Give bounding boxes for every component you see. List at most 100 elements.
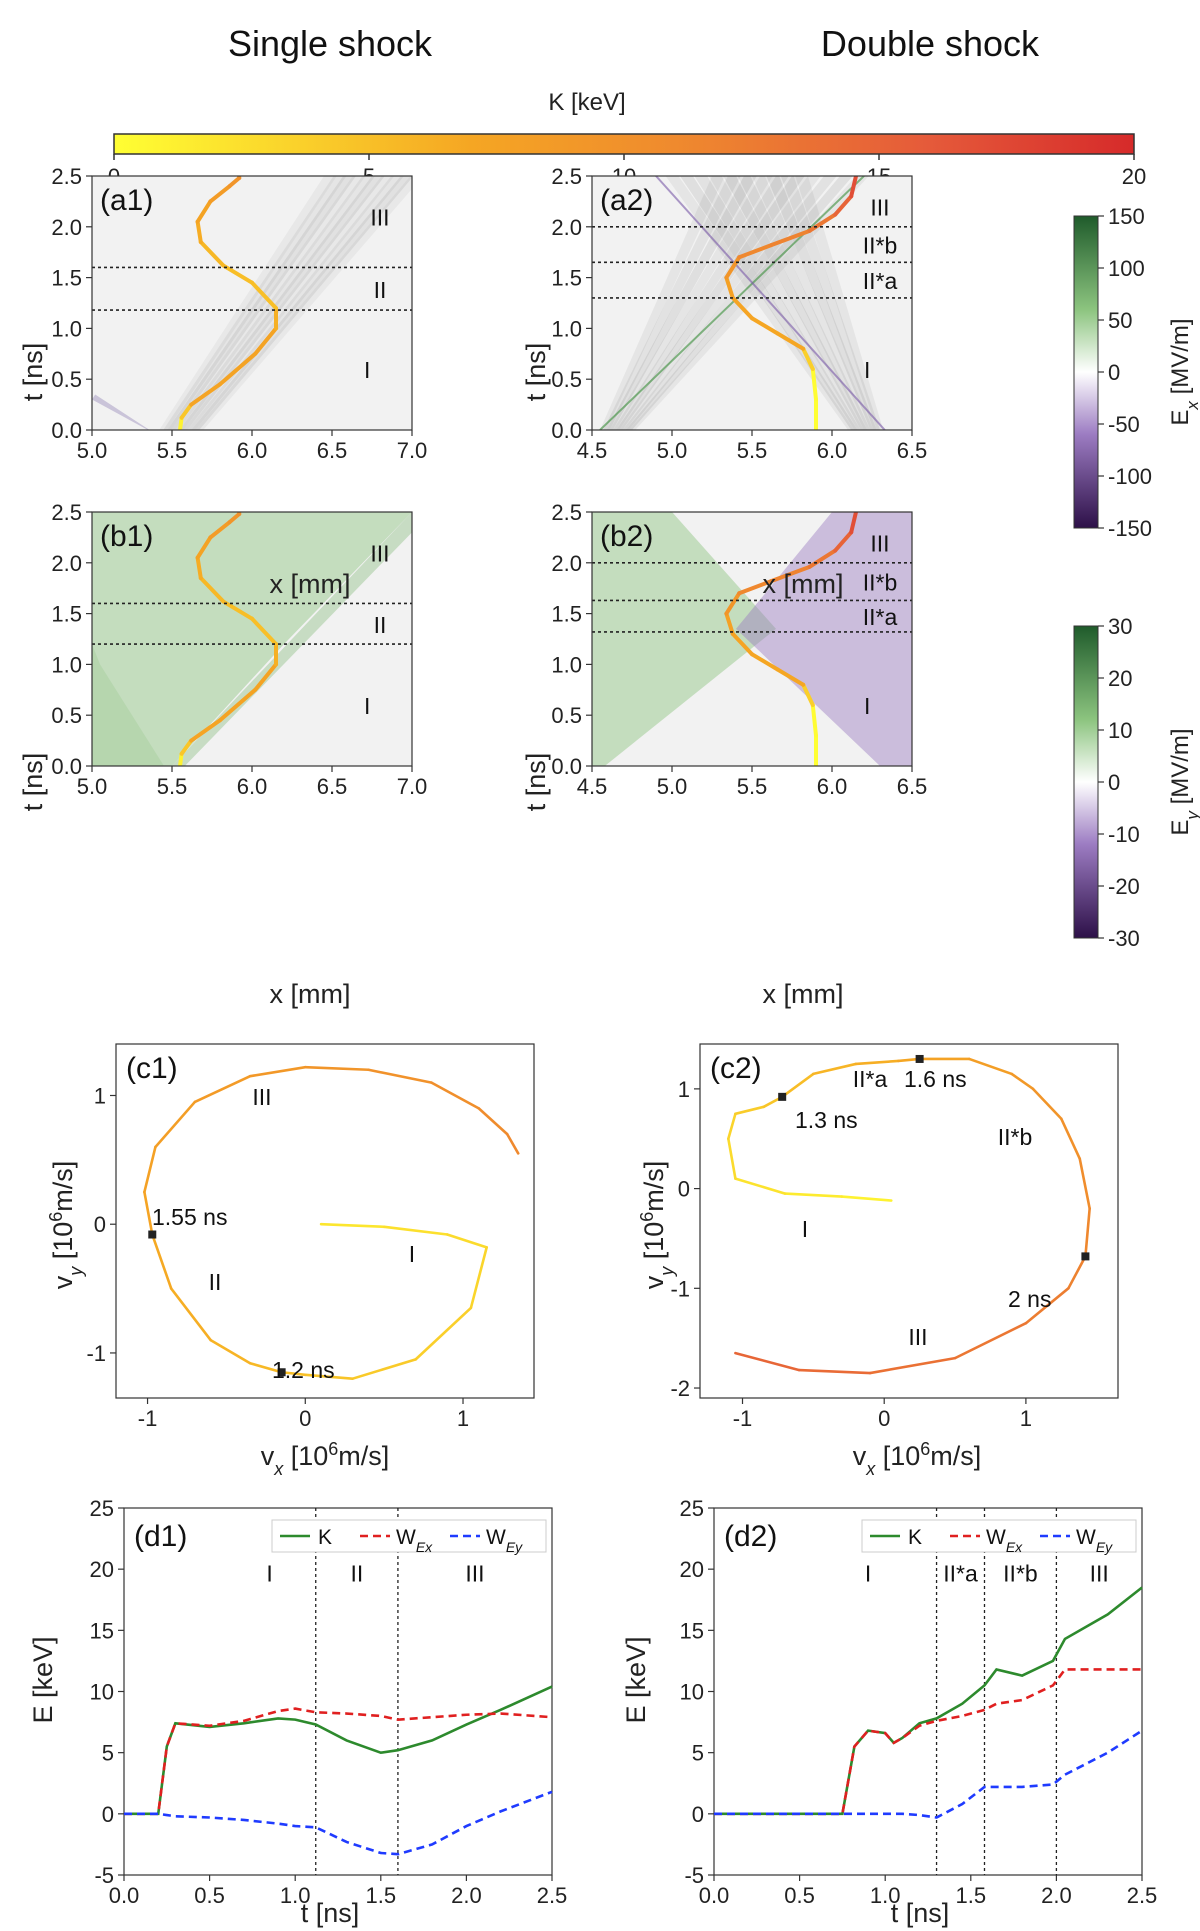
particle-trajectory-segment [221,263,254,285]
b1-xlabel: x [mm] [270,979,351,1009]
c2-ylabel: vy [106m/s] [637,1161,677,1290]
velocity-trajectory-segment [248,1361,283,1374]
b2-xtick-label: 6.0 [817,774,848,799]
particle-trajectory-segment [227,176,242,189]
velocity-trajectory-segment [303,1065,370,1072]
particle-trajectory-segment [775,331,806,351]
b1-field [92,512,412,766]
velocity-trajectory-segment [734,1177,787,1195]
velocity-trajectory-segment [783,1192,843,1198]
panel-b2: 4.5 5.0 5.5 6.0 6.50.00.51.01.52.02.5(b2) III… [551,500,927,799]
c2-time-label: 1.3 ns [795,1107,858,1133]
ey-front [172,512,412,766]
velocity-trajectory-segment [319,1222,386,1229]
b2-region-label: I [864,693,870,719]
particle-trajectory-segment [208,520,232,540]
d2-region-label: III [1090,1560,1109,1586]
d2-region-label: II*b [1003,1560,1038,1586]
d2-ytick-label: 20 [680,1557,704,1582]
velocity-trajectory-segment [248,1065,307,1078]
particle-trajectory-segment [810,703,818,738]
colorbar_ex-tick-label: -150 [1108,516,1152,541]
d1-ylabel: E [keV] [28,1636,58,1723]
particle-trajectory-segment [810,367,818,402]
d1-xtick-label: 1.5 [366,1883,397,1908]
weak-wave [92,394,150,430]
particle-trajectory-segment [208,184,232,204]
c2-time-label: 2 ns [1008,1286,1051,1312]
legend-ex-sub: Ex [1006,1539,1023,1555]
particle-trajectory-segment [801,682,815,708]
d1-xtick-label: 2.0 [451,1883,482,1908]
c1-region-label: I [409,1241,415,1267]
colorbar_ey-tick-label: -20 [1108,874,1140,899]
c1-region-label: II [209,1269,222,1295]
colorbar-ey-label: Ey [MV/m] [1167,728,1200,835]
shock-front-green [599,176,865,430]
particle-trajectory-segment [189,718,222,743]
b2-ytick-label: 1.0 [551,652,582,677]
c1-xtick-label: 0 [299,1406,311,1431]
d1-series-w-ey [124,1790,553,1856]
d2-tag: (d2) [724,1520,777,1553]
b2-xtick-label: 5.5 [737,774,768,799]
colorbar-k [113,133,1135,155]
b2-region-label: II*b [863,570,898,596]
particle-trajectory-segment [769,228,812,248]
particle-trajectory-segment [730,295,754,321]
particle-trajectory-segment [179,738,194,756]
ey-positive-region [592,512,776,766]
velocity-trajectory-segment [797,1368,872,1375]
header-single-shock: Single shock [228,23,433,64]
velocity-trajectory-segment [414,1306,473,1361]
velocity-trajectory-segment [367,1068,433,1084]
a1-ytick-label: 1.5 [51,266,82,291]
particle-trajectory-segment [724,255,742,280]
velocity-trajectory-segment [351,1358,417,1380]
d1-ytick-label: 20 [90,1557,114,1582]
d1-legend-box [271,1519,547,1553]
b1-region-label: III [370,541,389,567]
a2-ytick-label: 0.0 [551,418,582,443]
particle-trajectory-segment [750,316,780,336]
velocity-trajectory-segment [1084,1207,1091,1258]
b1-xtick-label: 6.5 [317,774,348,799]
shock-band-right [619,176,821,430]
a2-ytick-label: 2.5 [551,164,582,189]
c2-time-marker [915,1054,924,1063]
d2-ytick-label: 25 [680,1496,704,1521]
b1-region-label: I [364,693,370,719]
b1-region-label: II [374,612,387,638]
d1-series-w-ex [124,1707,553,1816]
c2-ytick-label: -1 [670,1276,690,1301]
a1-xtick-label: 5.0 [77,438,108,463]
b2-xtick-label: 4.5 [577,774,608,799]
particle-trajectory-segment [807,212,838,233]
shock-band [171,176,366,430]
velocity-trajectory-segment [209,1338,252,1365]
particle-trajectory-segment [250,280,278,311]
b1-background [92,512,412,766]
shock-band [195,176,412,430]
header-double-shock: Double shock [821,23,1040,64]
b2-ytick-label: 2.5 [551,500,582,525]
legend-ey-sub: Ey [1096,1539,1113,1555]
c1-time-label: 1.55 ns [152,1204,227,1230]
ey-negative-region [736,512,912,766]
shock-band-right [600,176,725,430]
d2-ylabel: E [keV] [621,1636,651,1723]
velocity-trajectory-segment [868,1356,957,1375]
velocity-trajectory-segment [840,1195,893,1202]
a1-region-label: III [370,205,389,231]
d2-ytick-label: 15 [680,1618,704,1643]
b2-xtick-label: 5.0 [657,774,688,799]
velocity-trajectory-segment [505,1132,520,1155]
particle-trajectory-segment [195,555,203,581]
colorbar_ey-tick-label: 10 [1108,718,1132,743]
b2-region-label: III [870,530,889,556]
b2-field [592,512,912,766]
velocity-trajectory-segment [303,1373,354,1380]
particle-trajectory-segment [833,530,854,553]
panel-b1: 5.0 5.5 6.0 6.5 7.00.00.51.01.52.02.5(b1)III… [51,500,427,799]
velocity-trajectory-segment [1031,1087,1063,1121]
